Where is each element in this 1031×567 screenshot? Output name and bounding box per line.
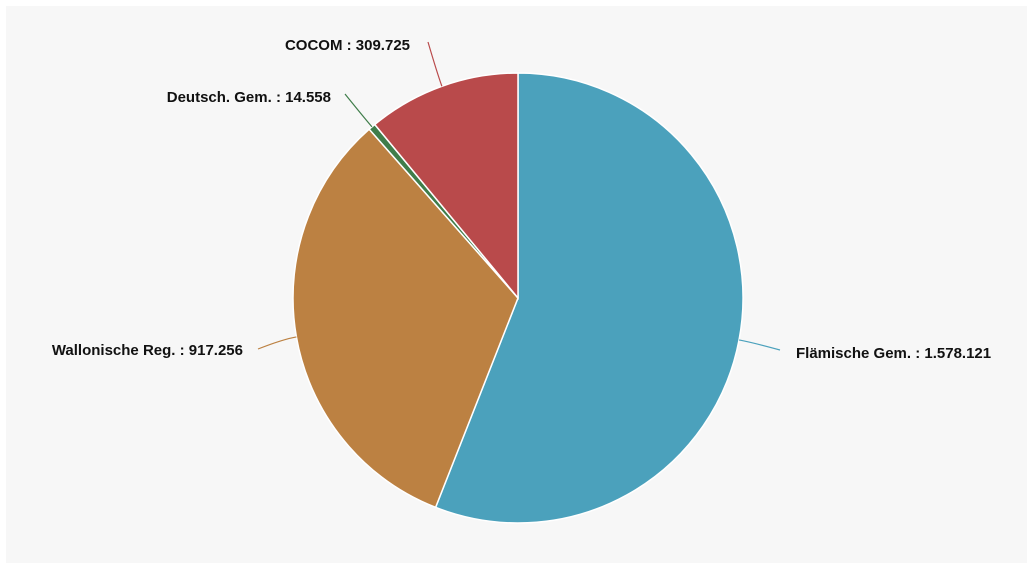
pie-slice-1 <box>292 128 519 509</box>
pie-data-label-3: COCOM : 309.725 <box>285 37 410 54</box>
pie-leader-lines <box>257 41 781 351</box>
pie-leader-line-2 <box>344 93 373 128</box>
pie-leader-line-3 <box>427 41 443 87</box>
pie-slice-3 <box>373 72 519 301</box>
pie-data-labels: Flämische Gem. : 1.578.121 Wallonische Re… <box>52 37 991 362</box>
pie-slices <box>292 72 744 524</box>
pie-data-label-2: Deutsch. Gem. : 14.558 <box>167 89 331 106</box>
pie-leader-line-1 <box>257 336 297 350</box>
pie-data-label-0: Flämische Gem. : 1.578.121 <box>796 345 991 362</box>
pie-data-label-1: Wallonische Reg. : 917.256 <box>52 342 243 359</box>
pie-leader-line-0 <box>738 339 781 351</box>
